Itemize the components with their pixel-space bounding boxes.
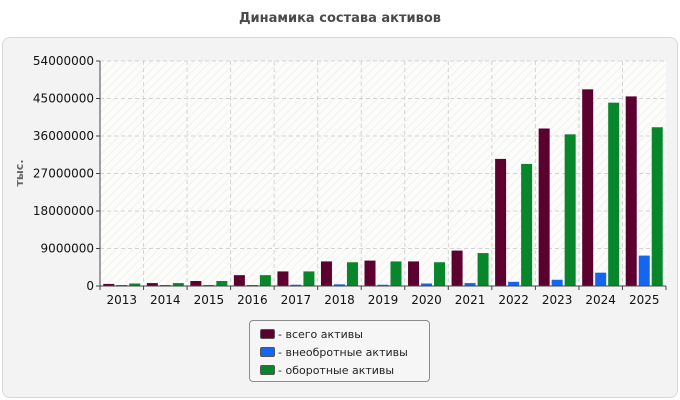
y-tick-label: 54000000 <box>33 54 94 68</box>
bar-current-2025 <box>651 127 663 286</box>
x-tick-label: 2022 <box>498 293 529 307</box>
bar-noncurrent-2024 <box>595 272 607 286</box>
bar-noncurrent-2017 <box>290 284 302 286</box>
legend-label-noncurrent: - внеобротные активы <box>278 345 408 359</box>
y-tick-label: 18000000 <box>33 204 94 218</box>
bar-current-2019 <box>390 261 402 286</box>
bar-noncurrent-2025 <box>638 255 650 286</box>
bar-total-2024 <box>582 89 594 286</box>
x-tick-label: 2015 <box>194 293 225 307</box>
bar-total-2021 <box>451 250 463 286</box>
bar-current-2018 <box>346 262 358 286</box>
legend-item-total: - всего активы <box>250 325 429 343</box>
x-tick-label: 2023 <box>542 293 573 307</box>
bar-total-2014 <box>146 283 158 286</box>
bar-noncurrent-2019 <box>377 284 389 286</box>
legend: - всего активы - внеобротные активы - об… <box>249 320 430 382</box>
x-tick-label: 2021 <box>455 293 486 307</box>
y-tick-label: 45000000 <box>33 92 94 106</box>
x-tick-label: 2016 <box>237 293 268 307</box>
bar-current-2013 <box>129 283 141 286</box>
bar-current-2022 <box>521 163 533 286</box>
y-tick-label: 0 <box>86 279 94 293</box>
x-tick-label: 2024 <box>585 293 616 307</box>
legend-swatch-noncurrent <box>260 347 275 357</box>
bar-current-2017 <box>303 271 315 286</box>
bar-total-2023 <box>538 128 550 286</box>
bar-current-2014 <box>172 283 184 286</box>
bar-total-2013 <box>103 283 115 286</box>
bar-current-2015 <box>216 281 228 286</box>
bar-total-2025 <box>625 96 637 287</box>
x-tick-label: 2013 <box>106 293 137 307</box>
bar-current-2023 <box>564 134 576 286</box>
bar-current-2020 <box>434 262 446 286</box>
x-tick-label: 2017 <box>281 293 312 307</box>
bar-total-2017 <box>277 271 289 286</box>
legend-swatch-total <box>260 329 275 339</box>
y-tick-label: 9000000 <box>41 242 94 256</box>
bar-noncurrent-2018 <box>333 284 345 286</box>
bar-total-2019 <box>364 260 376 286</box>
x-tick-label: 2014 <box>150 293 181 307</box>
legend-label-current: - оборотные активы <box>278 363 395 377</box>
bar-noncurrent-2023 <box>551 279 563 286</box>
bar-total-2022 <box>495 158 507 286</box>
legend-item-current: - оборотные активы <box>250 361 429 379</box>
bar-current-2016 <box>259 275 271 286</box>
bar-noncurrent-2020 <box>421 283 433 286</box>
legend-item-noncurrent: - внеобротные активы <box>250 343 429 361</box>
chart-title: Динамика состава активов <box>238 11 442 26</box>
x-tick-label: 2019 <box>368 293 399 307</box>
legend-label-total: - всего активы <box>278 327 363 341</box>
bar-total-2015 <box>190 281 202 286</box>
y-axis-title: тыс. <box>13 159 26 186</box>
bar-current-2024 <box>608 102 620 287</box>
bar-noncurrent-2022 <box>508 281 520 286</box>
bar-noncurrent-2021 <box>464 283 476 286</box>
bar-total-2016 <box>233 275 245 286</box>
bar-total-2020 <box>408 261 420 286</box>
x-tick-label: 2025 <box>629 293 660 307</box>
legend-swatch-current <box>260 365 275 375</box>
y-tick-label: 27000000 <box>33 167 94 181</box>
x-tick-label: 2018 <box>324 293 355 307</box>
x-tick-label: 2020 <box>411 293 442 307</box>
bar-total-2018 <box>320 261 332 286</box>
y-tick-label: 36000000 <box>33 129 94 143</box>
bar-current-2021 <box>477 253 489 286</box>
